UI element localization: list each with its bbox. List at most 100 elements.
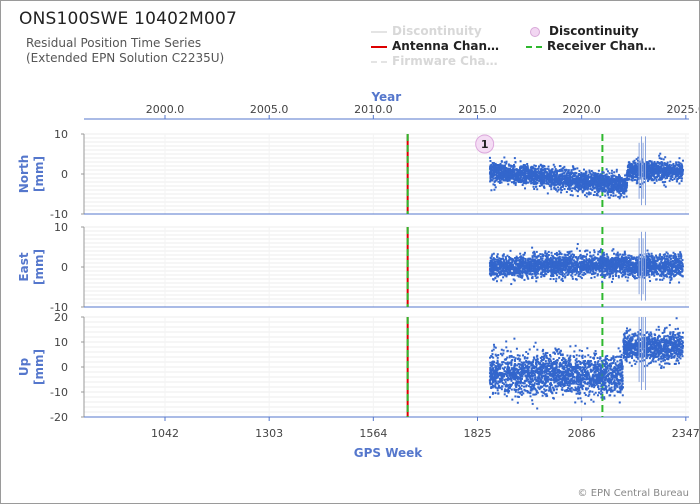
data-point: [543, 177, 546, 180]
data-point: [539, 173, 542, 176]
data-point: [564, 264, 567, 267]
data-point: [622, 178, 625, 181]
data-point: [612, 191, 615, 194]
data-point: [518, 172, 521, 175]
data-point: [536, 263, 539, 266]
data-point: [546, 167, 549, 170]
data-point: [594, 177, 597, 180]
data-point: [637, 173, 640, 176]
data-point: [681, 168, 684, 171]
data-point: [511, 168, 514, 171]
data-point: [666, 175, 669, 178]
data-point: [489, 262, 492, 265]
data-point: [554, 272, 557, 275]
data-point: [559, 265, 562, 268]
data-point: [571, 275, 574, 278]
legend-antenna-change[interactable]: Antenna Chan…: [371, 39, 499, 53]
data-point: [605, 268, 608, 271]
legend-discontinuity-line[interactable]: Discontinuity: [371, 24, 482, 38]
data-point: [574, 260, 577, 263]
data-point: [530, 273, 533, 276]
data-point: [585, 195, 588, 198]
data-point: [588, 191, 591, 194]
data-point: [612, 178, 615, 181]
data-point: [510, 177, 513, 180]
data-point: [574, 174, 577, 177]
data-point: [492, 257, 495, 260]
data-point: [619, 195, 622, 198]
data-point: [659, 152, 662, 155]
data-point: [616, 264, 619, 267]
data-point: [606, 170, 609, 173]
data-point: [541, 176, 544, 179]
data-point: [646, 163, 649, 166]
data-point: [668, 167, 671, 170]
data-point: [541, 166, 544, 169]
data-point: [550, 258, 553, 261]
data-point: [532, 181, 535, 184]
data-point: [608, 181, 611, 184]
data-point: [674, 175, 677, 178]
data-point: [553, 172, 556, 175]
data-point: [504, 257, 507, 260]
data-point: [494, 170, 497, 173]
data-point: [607, 263, 610, 266]
data-point: [572, 187, 575, 190]
data-point: [648, 175, 651, 178]
data-point: [585, 171, 588, 174]
data-point: [508, 257, 511, 260]
data-point: [645, 163, 648, 166]
data-point: [513, 170, 516, 173]
data-point: [612, 265, 615, 268]
data-point: [589, 187, 592, 190]
data-point: [622, 188, 625, 191]
data-point: [506, 167, 509, 170]
data-point: [615, 271, 618, 274]
data-point: [558, 174, 561, 177]
data-point: [495, 263, 498, 266]
legend-firmware-change[interactable]: Firmware Cha…: [371, 54, 498, 68]
data-point: [658, 157, 661, 160]
data-point: [492, 267, 495, 270]
data-point: [648, 170, 651, 173]
data-point: [500, 160, 503, 163]
data-point: [595, 192, 598, 195]
data-point: [510, 173, 513, 176]
data-point: [603, 270, 606, 273]
data-point: [675, 180, 678, 183]
data-point: [503, 168, 506, 171]
data-point: [519, 171, 522, 174]
data-point: [494, 163, 497, 166]
data-point: [578, 183, 581, 186]
legend-line-swatch: [371, 30, 387, 33]
data-point: [599, 251, 602, 254]
data-point: [564, 185, 567, 188]
data-point: [601, 264, 604, 267]
data-point: [539, 179, 542, 182]
data-point: [520, 264, 523, 267]
data-point: [585, 174, 588, 177]
data-point: [570, 183, 573, 186]
data-point: [540, 181, 543, 184]
data-point: [516, 171, 519, 174]
legend-discontinuity-circle[interactable]: Discontinuity: [526, 24, 639, 38]
data-point: [592, 259, 595, 262]
data-point: [518, 181, 521, 184]
data-point: [531, 170, 534, 173]
data-point: [590, 259, 593, 262]
data-point: [571, 272, 574, 275]
data-point: [630, 174, 633, 177]
data-point: [508, 173, 511, 176]
data-point: [560, 278, 563, 281]
data-point: [635, 167, 638, 170]
data-point: [595, 184, 598, 187]
data-point: [554, 269, 557, 272]
legend-receiver-change[interactable]: Receiver Chan…: [526, 39, 656, 53]
data-point: [596, 273, 599, 276]
data-point: [581, 273, 584, 276]
data-point: [663, 172, 666, 175]
data-point: [632, 169, 635, 172]
data-point: [609, 270, 612, 273]
data-point: [577, 256, 580, 259]
data-point: [539, 260, 542, 263]
